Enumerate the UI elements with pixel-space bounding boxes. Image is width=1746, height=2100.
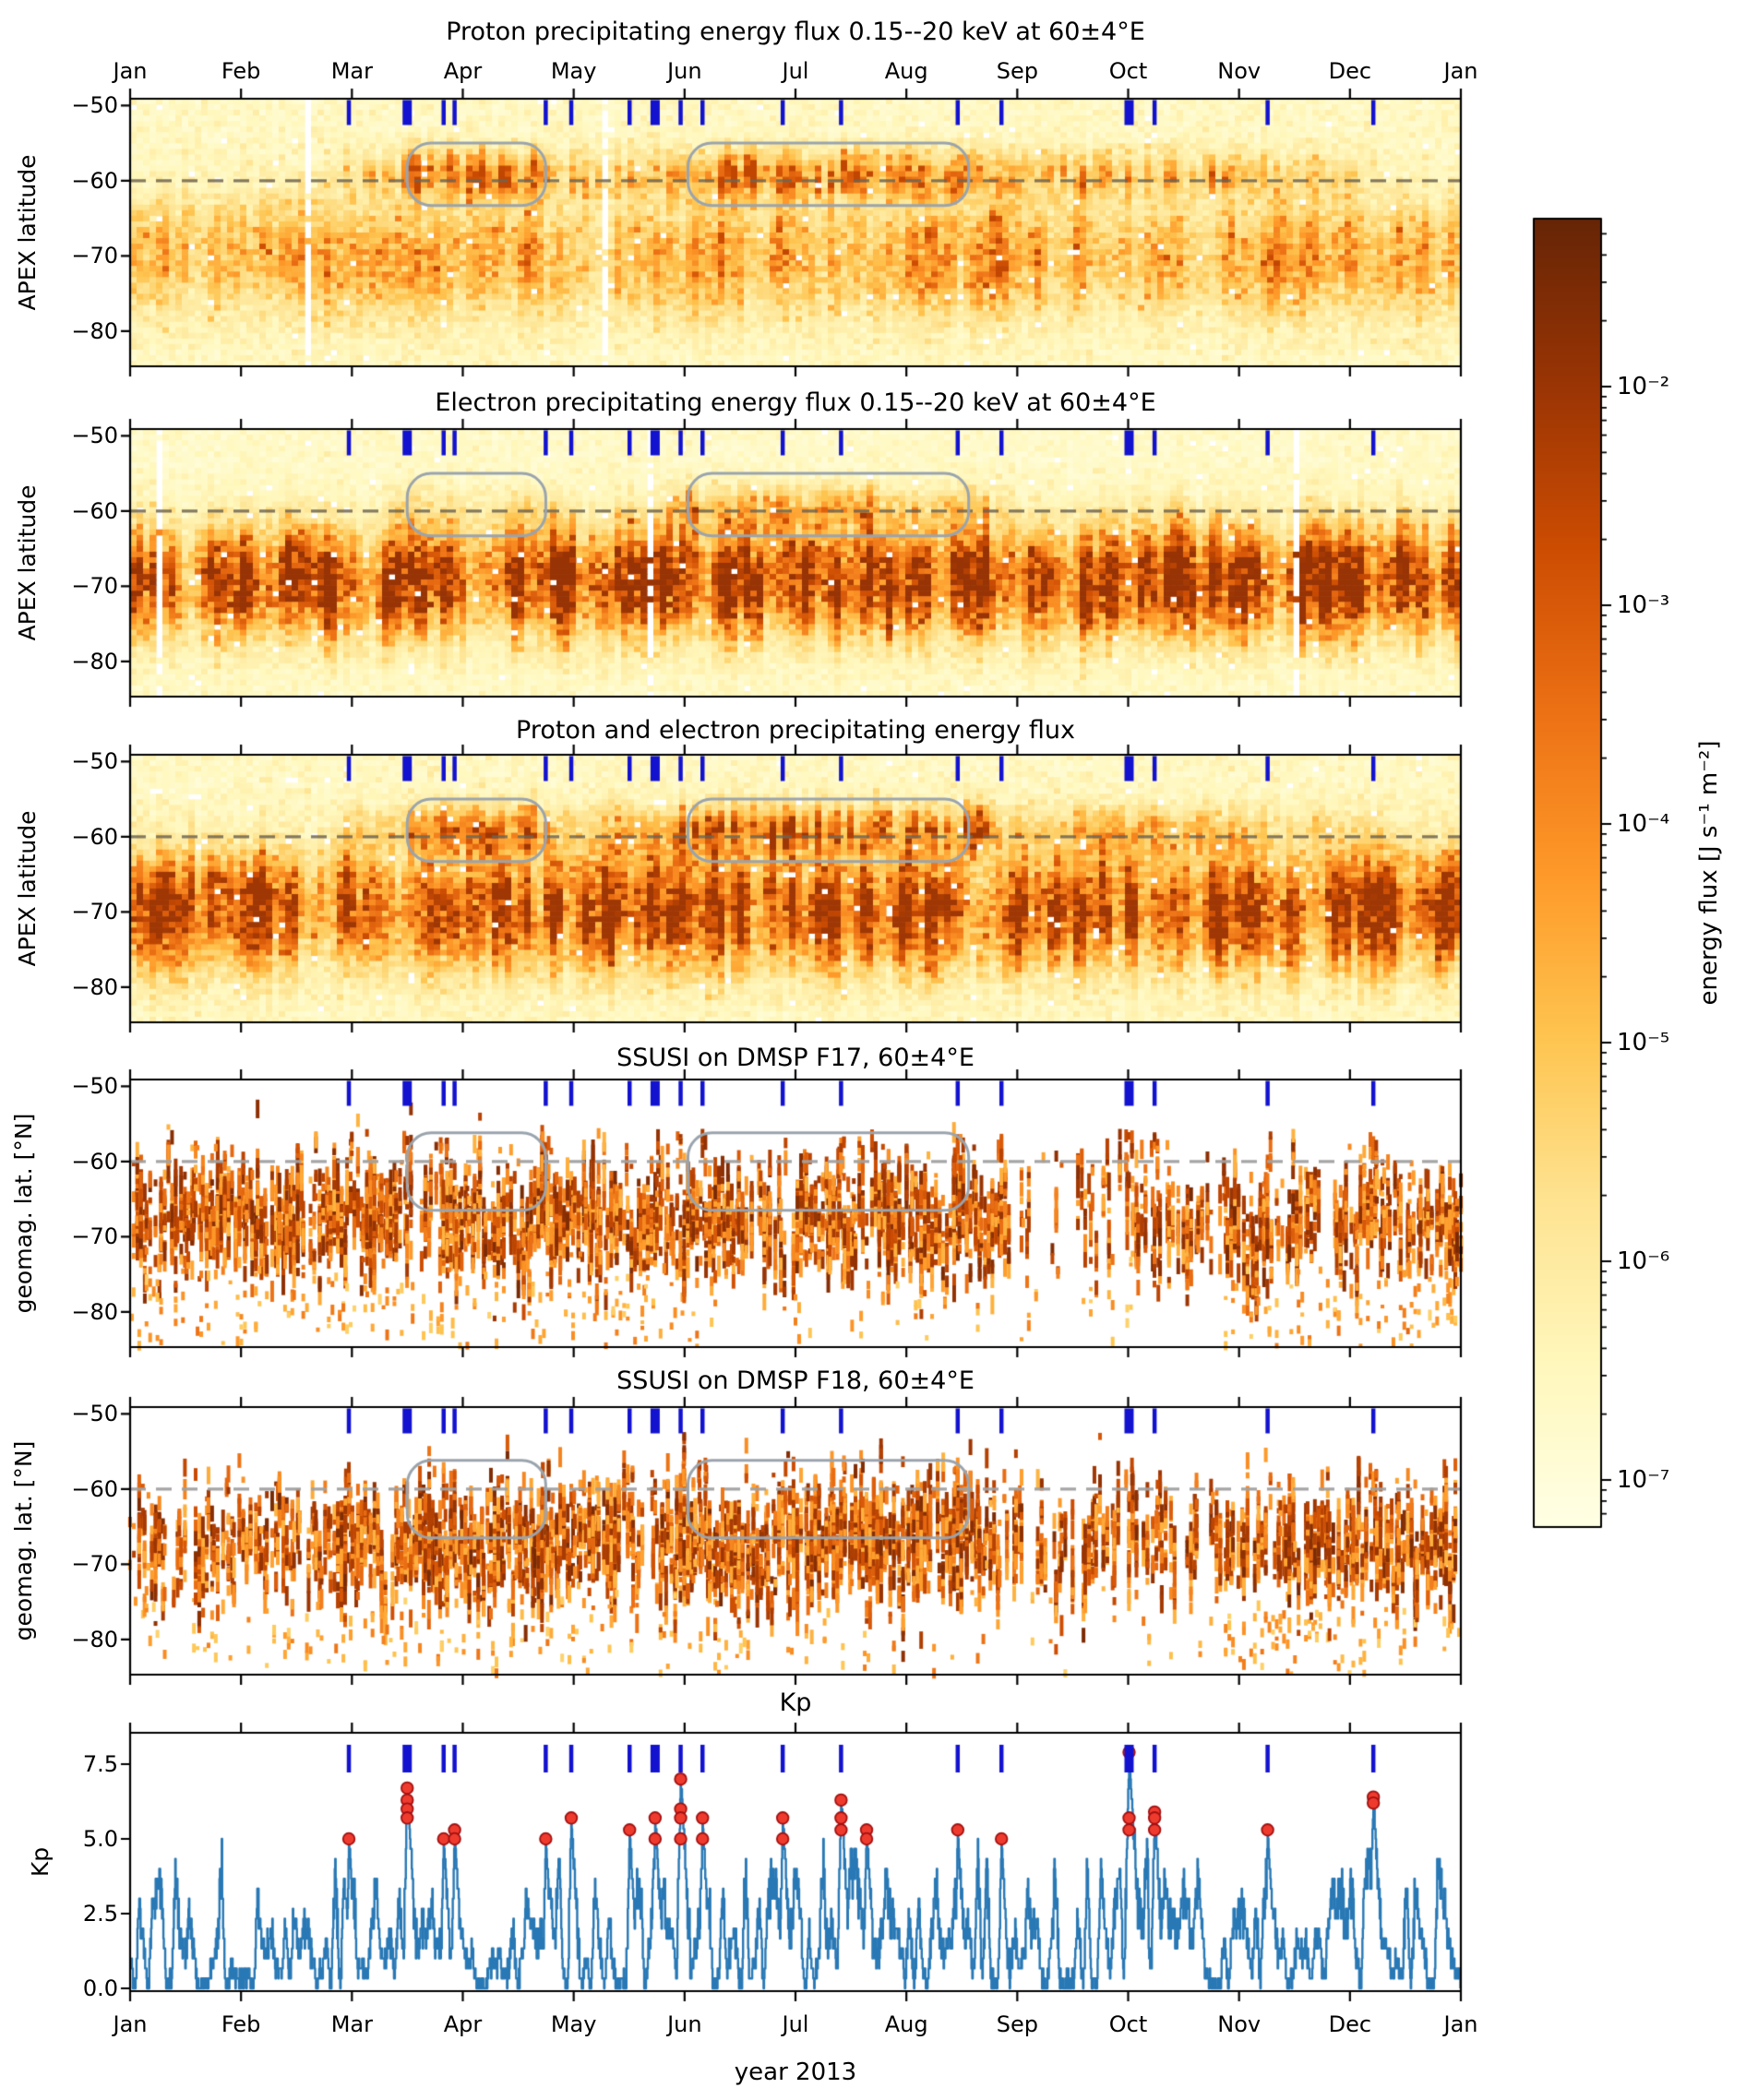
panel-title-kp: Kp (779, 1688, 812, 1717)
y-tick-label: −60 (71, 497, 118, 524)
y-tick-label-kp: 2.5 (82, 1901, 118, 1927)
panel-title-electron-flux: Electron precipitating energy flux 0.15-… (435, 388, 1156, 417)
colorbar-tick-label: 10⁻⁷ (1617, 1466, 1670, 1494)
y-tick-label: −80 (71, 1626, 118, 1653)
colorbar-tick-label: 10⁻⁴ (1617, 810, 1670, 838)
panel-title-ssusi-f17: SSUSI on DMSP F17, 60±4°E (616, 1044, 975, 1072)
x-tick-label-top: Apr (443, 58, 483, 84)
x-tick-label-bottom: Jun (667, 2011, 702, 2037)
x-tick-label-top: May (550, 58, 597, 84)
x-tick-label-top: Mar (330, 58, 373, 84)
y-tick-label: −50 (71, 423, 118, 449)
y-tick-label: −50 (71, 748, 118, 775)
colorbar-tick-label: 10⁻⁵ (1617, 1029, 1670, 1056)
x-tick-label-bottom: Aug (884, 2011, 928, 2037)
panel-title-proton-flux: Proton precipitating energy flux 0.15--2… (446, 18, 1145, 46)
y-tick-label: −60 (71, 1148, 118, 1175)
y-tick-label: −80 (71, 973, 118, 1000)
x-tick-label-bottom: Jul (782, 2011, 809, 2037)
x-tick-label-top: Jul (782, 58, 809, 84)
y-tick-label: −50 (71, 1073, 118, 1100)
x-tick-label-top: Feb (221, 58, 261, 84)
colorbar-label: energy flux [J s⁻¹ m⁻²] (1695, 740, 1723, 1006)
y-tick-label-kp: 5.0 (82, 1826, 118, 1852)
y-tick-label: −50 (71, 1401, 118, 1427)
y-tick-label: −70 (71, 573, 118, 600)
x-tick-label-top: Aug (884, 58, 928, 84)
y-tick-label: −60 (71, 1475, 118, 1502)
y-tick-label: −70 (71, 1551, 118, 1578)
x-tick-label-bottom: Oct (1108, 2011, 1148, 2037)
x-tick-label-bottom: May (550, 2011, 597, 2037)
y-axis-label-apex-2: APEX latitude (14, 484, 41, 641)
x-tick-label-top: Dec (1328, 58, 1372, 84)
y-tick-label: −60 (71, 823, 118, 850)
x-tick-label-bottom: Jan (1443, 2011, 1478, 2037)
x-tick-label-bottom: Dec (1328, 2011, 1372, 2037)
panel-title-ssusi-f18: SSUSI on DMSP F18, 60±4°E (616, 1366, 975, 1395)
y-axis-label-apex-1: APEX latitude (14, 154, 41, 311)
y-tick-label: −80 (71, 648, 118, 674)
x-tick-label-bottom: Mar (330, 2011, 373, 2037)
x-tick-label-bottom: Feb (221, 2011, 261, 2037)
colorbar-tick-label: 10⁻³ (1617, 591, 1670, 619)
y-tick-label: −60 (71, 167, 118, 194)
x-tick-label-top: Sep (996, 58, 1038, 84)
panel-title-combined-flux: Proton and electron precipitating energy… (516, 716, 1075, 745)
x-tick-label-bottom: Sep (996, 2011, 1038, 2037)
y-axis-label-kp: Kp (27, 1846, 54, 1878)
x-tick-label-top: Oct (1108, 58, 1148, 84)
y-tick-label: −70 (71, 1223, 118, 1250)
y-tick-label: −70 (71, 243, 118, 269)
x-tick-label-top: Jun (667, 58, 702, 84)
colorbar-tick-label: 10⁻⁶ (1617, 1247, 1670, 1275)
x-tick-label-top: Nov (1217, 58, 1262, 84)
y-tick-label: −50 (71, 92, 118, 119)
y-tick-label-kp: 0.0 (82, 1975, 118, 2001)
y-tick-label: −80 (71, 1298, 118, 1325)
y-tick-label: −70 (71, 899, 118, 925)
x-tick-label-bottom: Nov (1217, 2011, 1262, 2037)
x-tick-label-top: Jan (1443, 58, 1478, 84)
x-tick-label-top: Jan (113, 58, 148, 84)
colorbar-tick-label: 10⁻² (1617, 373, 1670, 400)
y-axis-label-geomag-1: geomag. lat. [°N] (10, 1113, 37, 1314)
y-tick-label-kp: 7.5 (82, 1751, 118, 1777)
y-axis-label-geomag-2: geomag. lat. [°N] (10, 1440, 37, 1641)
x-axis-label: year 2013 (734, 2058, 857, 2086)
x-tick-label-bottom: Apr (443, 2011, 483, 2037)
y-tick-label: −80 (71, 317, 118, 344)
x-tick-label-bottom: Jan (113, 2011, 148, 2037)
y-axis-label-apex-3: APEX latitude (14, 810, 41, 967)
